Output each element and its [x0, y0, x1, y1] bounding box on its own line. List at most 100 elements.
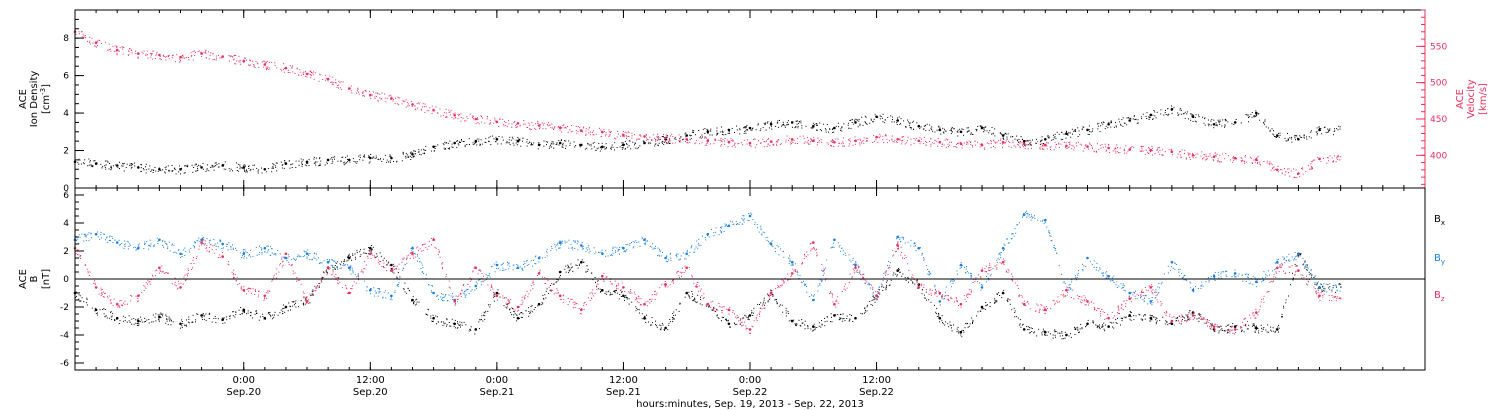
- bottom-by-sample: [757, 227, 759, 229]
- bottom-bx-sample: [170, 320, 172, 322]
- bottom-by-sample: [758, 231, 760, 233]
- top-ion-density-sample: [408, 155, 410, 157]
- bottom-bx-sample: [608, 290, 610, 292]
- top-velocity-sample: [1010, 146, 1012, 148]
- bottom-bx-sample: [568, 272, 569, 274]
- bottom-by-sample: [780, 248, 781, 250]
- top-ion-density-sample: [794, 127, 796, 129]
- bottom-bx-sample: [126, 321, 128, 323]
- top-ion-density-sample: [301, 165, 303, 167]
- top-velocity-sample: [1310, 168, 1312, 170]
- top-ion-density-sample: [96, 162, 98, 164]
- top-velocity-sample: [861, 142, 862, 144]
- top-ion-density-sample: [892, 119, 893, 120]
- bottom-bx-sample: [399, 276, 401, 278]
- top-ion-density-sample: [131, 166, 133, 168]
- bottom-by-sample: [331, 265, 333, 267]
- bottom-bx-sample: [372, 246, 374, 248]
- top-ion-density-sample: [1026, 140, 1028, 142]
- top-ion-density-sample: [1115, 122, 1116, 124]
- bottom-bx-sample: [985, 302, 987, 303]
- top-ion-density-sample: [372, 156, 374, 158]
- bottom-bx-sample: [729, 326, 731, 328]
- bottom-bx-sample: [1285, 302, 1287, 304]
- bottom-bx-sample: [998, 292, 1000, 294]
- top-ion-density-sample: [657, 144, 659, 146]
- bottom-bx-sample: [165, 322, 167, 324]
- top-ion-density-sample: [1264, 123, 1265, 125]
- top-ion-density-sample: [353, 160, 355, 162]
- bottom-bx-sample: [759, 304, 760, 305]
- top-velocity-sample: [529, 128, 531, 130]
- top-velocity-sample: [165, 56, 167, 58]
- top-velocity-sample: [516, 123, 517, 125]
- top-velocity-sample: [271, 61, 273, 63]
- bottom-bx-sample: [530, 310, 532, 312]
- top-ion-density-sample: [926, 123, 928, 125]
- bottom-bx-sample: [583, 261, 585, 263]
- bottom-by-sample: [184, 247, 186, 249]
- top-ion-density-sample: [817, 124, 818, 126]
- top-velocity-sample: [458, 115, 460, 117]
- top-velocity-sample: [914, 139, 916, 141]
- bottom-bx-sample: [567, 267, 569, 269]
- top-ion-density-sample: [1089, 131, 1091, 133]
- bottom-bx-sample: [1331, 289, 1333, 291]
- bottom-bx-sample: [748, 315, 749, 317]
- top-ion-density-sample: [195, 170, 197, 172]
- bottom-bx-sample: [503, 305, 505, 307]
- bottom-bx-sample: [505, 306, 507, 308]
- bottom-by-sample: [307, 249, 309, 251]
- top-velocity-point: [1022, 142, 1026, 145]
- bottom-bx-sample: [565, 265, 567, 267]
- bottom-bx-sample: [830, 321, 831, 323]
- bottom-bx-sample: [282, 308, 284, 310]
- bottom-bx-sample: [648, 321, 649, 323]
- bottom-bx-sample: [770, 289, 772, 291]
- top-velocity-sample: [1140, 146, 1142, 148]
- top-ion-density-sample: [461, 139, 462, 140]
- bottom-bx-sample: [111, 315, 113, 317]
- top-ion-density-sample: [877, 116, 879, 118]
- top-velocity-point: [284, 66, 288, 70]
- bottom-bx-sample: [757, 303, 759, 305]
- top-ion-density-sample: [928, 129, 930, 131]
- bottom-bx-sample: [1162, 316, 1164, 318]
- bottom-bx-sample: [594, 277, 596, 278]
- top-velocity-sample: [377, 100, 379, 102]
- top-ion-density-sample: [171, 170, 173, 172]
- top-ion-density-sample: [854, 118, 856, 120]
- bottom-bx-sample: [1232, 323, 1234, 325]
- top-velocity-sample: [1023, 146, 1024, 148]
- top-ion-density-sample: [1328, 129, 1330, 131]
- bottom-by-sample: [517, 264, 519, 266]
- top-velocity-sample: [163, 56, 165, 57]
- top-velocity-sample: [332, 76, 334, 78]
- bottom-bx-sample: [316, 285, 318, 287]
- bottom-bx-sample: [104, 309, 106, 310]
- top-ion-density-sample: [307, 162, 309, 164]
- top-velocity-sample: [548, 122, 549, 124]
- top-ion-density-sample: [662, 136, 664, 137]
- bottom-bx-sample: [1200, 316, 1202, 318]
- bottom-by-sample: [720, 226, 721, 228]
- bottom-bx-sample: [1261, 330, 1263, 332]
- top-ion-density-sample: [485, 142, 487, 143]
- top-ion-density-sample: [1255, 115, 1257, 117]
- top-ion-density-sample: [1108, 121, 1110, 123]
- velocity-ylabel-line2: Velocity: [1466, 79, 1477, 118]
- top-ion-density-sample: [83, 163, 85, 165]
- bottom-bx-sample: [79, 300, 80, 302]
- top-ion-density-sample: [129, 163, 131, 165]
- top-velocity-sample: [363, 94, 365, 96]
- top-ion-density-sample: [866, 123, 868, 125]
- bottom-bx-sample: [521, 317, 523, 318]
- top-ion-density-sample: [254, 164, 255, 166]
- bottom-bx-sample: [692, 293, 693, 295]
- bottom-bx-sample: [1044, 333, 1046, 335]
- bottom-bx-sample: [354, 256, 356, 258]
- top-ion-density-sample: [202, 162, 204, 164]
- bottom-by-sample: [698, 245, 700, 247]
- bottom-by-sample: [188, 249, 190, 251]
